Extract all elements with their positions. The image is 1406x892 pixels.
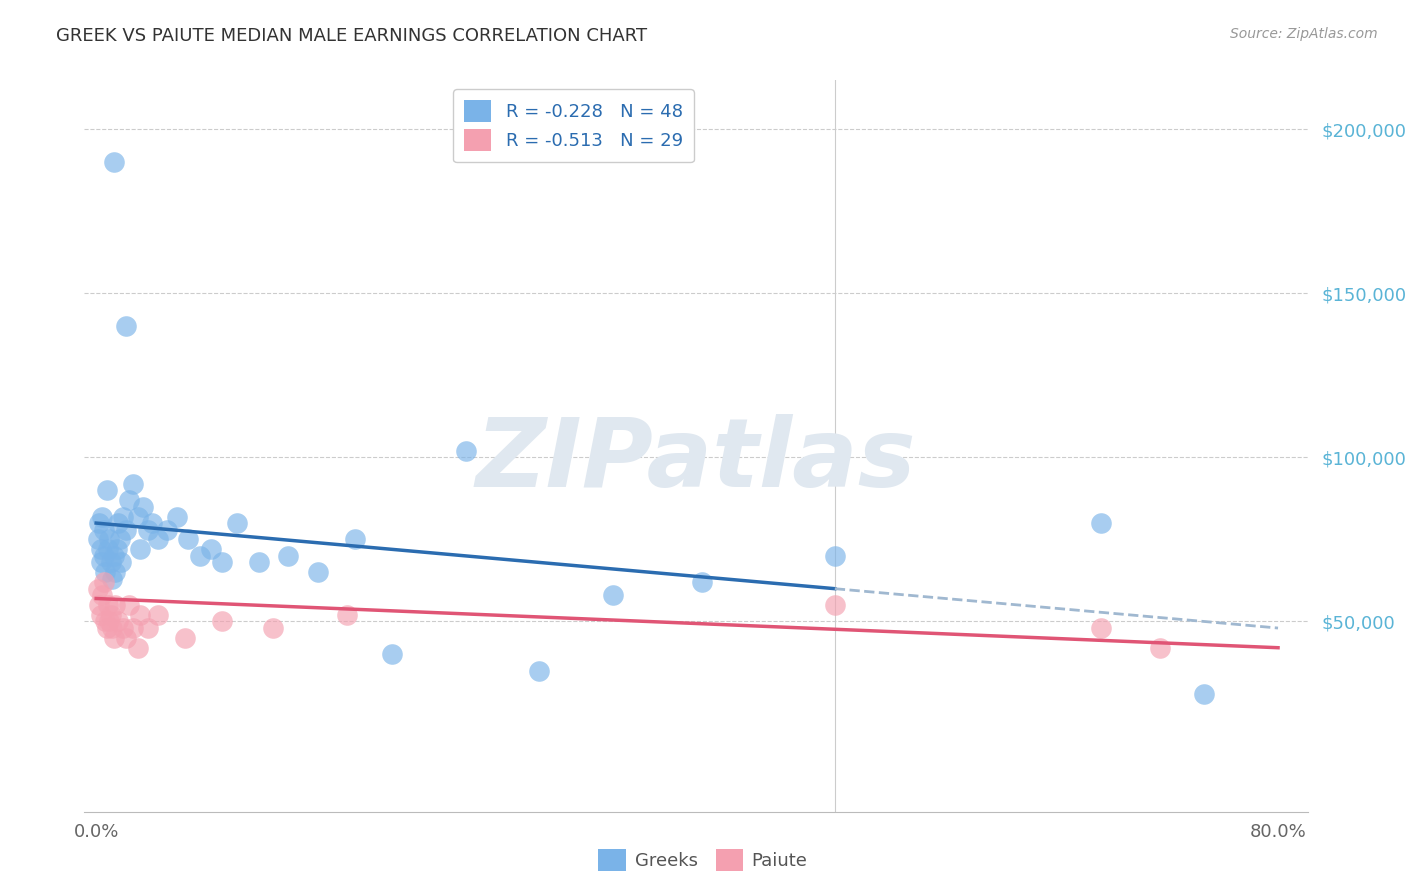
Point (200, 542, 222, 557)
Point (104, 598, 127, 612)
Text: GREEK VS PAIUTE MEDIAN MALE EARNINGS CORRELATION CHART: GREEK VS PAIUTE MEDIAN MALE EARNINGS COR… (56, 27, 647, 45)
Point (93, 549, 115, 563)
Point (127, 509, 149, 524)
Point (148, 607, 170, 622)
Point (98, 615, 121, 629)
Point (103, 549, 125, 563)
Point (104, 566, 127, 580)
Point (211, 615, 233, 629)
Point (247, 556, 270, 570)
Point (129, 542, 152, 557)
Point (381, 647, 404, 661)
Point (118, 598, 141, 612)
Point (690, 575, 713, 590)
Legend: Greeks, Paiute: Greeks, Paiute (591, 842, 815, 879)
Point (107, 516, 129, 530)
Point (166, 509, 188, 524)
Point (100, 607, 122, 622)
Point (90, 556, 112, 570)
Point (96, 483, 118, 498)
Point (1149, 640, 1171, 655)
Point (336, 607, 359, 622)
Point (122, 621, 145, 635)
Point (173, 631, 195, 645)
Point (136, 621, 159, 635)
Point (110, 556, 132, 570)
Point (114, 631, 136, 645)
Point (454, 444, 477, 458)
Point (91, 588, 114, 602)
Point (98, 533, 121, 547)
Point (86, 582, 108, 596)
Point (93, 575, 115, 590)
Point (307, 566, 329, 580)
Point (89, 516, 111, 530)
Point (343, 533, 366, 547)
Point (148, 533, 170, 547)
Point (114, 319, 136, 334)
Point (127, 640, 149, 655)
Point (111, 621, 134, 635)
Point (105, 542, 128, 557)
Point (156, 523, 179, 537)
Point (101, 621, 124, 635)
Point (97, 598, 120, 612)
Legend: R = -0.228   N = 48, R = -0.513   N = 29: R = -0.228 N = 48, R = -0.513 N = 29 (454, 89, 693, 162)
Point (101, 572, 124, 586)
Point (188, 549, 211, 563)
Point (107, 615, 129, 629)
Point (129, 607, 152, 622)
Point (262, 621, 284, 635)
Point (90, 542, 112, 557)
Point (529, 664, 551, 678)
Text: ZIPatlas: ZIPatlas (475, 414, 917, 508)
Point (211, 556, 233, 570)
Point (93, 523, 115, 537)
Point (225, 516, 247, 530)
Point (90, 607, 112, 622)
Point (108, 533, 131, 547)
Point (118, 493, 141, 508)
Point (96, 621, 118, 635)
Point (141, 516, 163, 530)
Point (91, 509, 114, 524)
Point (602, 588, 624, 602)
Point (97, 542, 120, 557)
Point (136, 523, 159, 537)
Point (1090, 621, 1112, 635)
Point (100, 556, 122, 570)
Point (277, 549, 299, 563)
Point (94, 615, 117, 629)
Point (1090, 516, 1112, 530)
Point (177, 533, 200, 547)
Point (1192, 687, 1215, 701)
Point (111, 509, 134, 524)
Point (122, 476, 145, 491)
Point (824, 598, 846, 612)
Point (824, 549, 846, 563)
Point (132, 500, 155, 514)
Point (94, 566, 117, 580)
Point (103, 155, 125, 169)
Point (89, 598, 111, 612)
Point (86, 533, 108, 547)
Point (103, 631, 125, 645)
Point (114, 523, 136, 537)
Text: Source: ZipAtlas.com: Source: ZipAtlas.com (1230, 27, 1378, 41)
